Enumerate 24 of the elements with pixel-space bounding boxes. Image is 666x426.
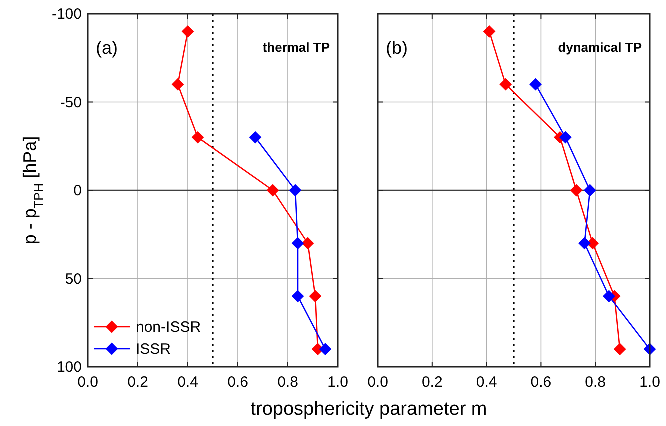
y-tick-label: 0	[74, 182, 82, 200]
x-tick-label: 1.0	[640, 374, 660, 391]
x-axis-title: troposphericity parameter m	[250, 399, 488, 420]
x-tick-label: 0.6	[228, 374, 248, 391]
annotation: (a)	[96, 38, 118, 58]
x-tick-label: 0.0	[78, 374, 98, 391]
x-tick-label: 0.4	[178, 374, 198, 391]
y-tick-label: -100	[52, 6, 82, 23]
annotation: dynamical TP	[558, 40, 642, 55]
x-tick-label: 0.8	[585, 374, 606, 391]
y-tick-label: 100	[56, 359, 82, 376]
annotation: (b)	[386, 38, 408, 58]
x-tick-label: 0.0	[368, 374, 388, 391]
x-tick-label: 0.8	[278, 374, 298, 391]
legend-label: ISSR	[136, 341, 172, 358]
x-tick-label: 0.6	[530, 374, 552, 391]
x-tick-label: 0.4	[476, 374, 498, 391]
annotation: thermal TP	[262, 40, 330, 55]
legend-label: non-ISSR	[136, 319, 202, 336]
x-tick-label: 0.2	[422, 374, 443, 391]
y-tick-label: 50	[65, 270, 82, 288]
y-tick-label: -50	[60, 94, 82, 112]
x-tick-label: 1.0	[328, 374, 348, 391]
x-tick-label: 0.2	[128, 374, 148, 391]
